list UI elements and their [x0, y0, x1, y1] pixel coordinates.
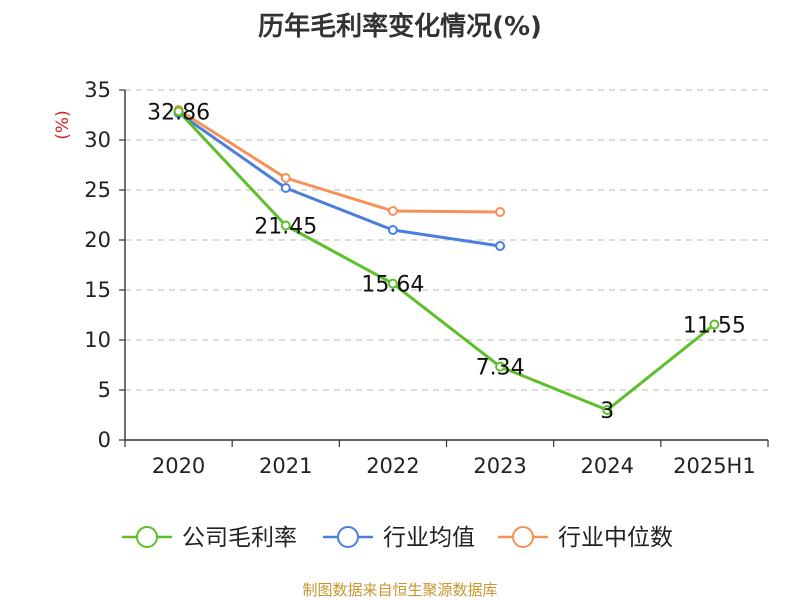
- y-tick-label: 20: [84, 228, 111, 252]
- data-point: [280, 173, 291, 183]
- grid-lines: [125, 89, 768, 391]
- legend-label: 行业均值: [383, 525, 475, 551]
- y-axis-label: (%): [53, 110, 73, 139]
- chart-title: 历年毛利率变化情况(%): [258, 12, 542, 42]
- legend-label: 行业中位数: [558, 525, 673, 551]
- data-label: 3: [600, 399, 614, 424]
- legend: 公司毛利率 行业均值 行业中位数: [122, 525, 673, 551]
- legend-marker: [136, 526, 158, 548]
- x-tick-label: 2023: [473, 454, 526, 478]
- series-line: [177, 110, 716, 412]
- legend-label: 公司毛利率: [182, 525, 297, 551]
- data-point: [495, 207, 506, 217]
- y-tick-label: 0: [98, 428, 111, 452]
- data-point: [495, 241, 506, 251]
- data-point: [280, 183, 291, 193]
- data-point: [387, 225, 398, 235]
- x-tick-label: 2020: [152, 454, 205, 478]
- y-tick-label: 35: [84, 78, 111, 102]
- data-label: 7.34: [476, 356, 525, 381]
- x-tick-label: 2021: [259, 454, 312, 478]
- source-note: 制图数据来自恒生聚源数据库: [302, 581, 498, 599]
- data-point: [280, 220, 291, 231]
- data-label: 21.45: [254, 215, 317, 240]
- y-tick-label: 15: [84, 278, 111, 302]
- data-labels: 32.86 21.45 15.64 7.34 3 11.55: [147, 100, 746, 424]
- data-point: [173, 106, 184, 117]
- y-tick-label: 10: [84, 328, 111, 352]
- x-tick-label: 2022: [366, 454, 419, 478]
- series-lines: [173, 105, 720, 415]
- x-tick-label: 2025H1: [673, 454, 756, 478]
- data-point: [709, 319, 720, 330]
- x-tick-label: 2024: [581, 454, 634, 478]
- y-tick-label: 30: [84, 128, 111, 152]
- legend-marker: [337, 526, 359, 548]
- data-label: 32.86: [147, 100, 210, 125]
- y-tick-label: 25: [84, 178, 111, 202]
- axes: 0 5 10 15 20 25 30 35 2020 2021 2022 2023 2024 2025H1…: [53, 78, 769, 478]
- series-line: [177, 108, 501, 214]
- data-label: 15.64: [361, 273, 424, 298]
- legend-marker: [512, 526, 534, 548]
- data-label: 11.55: [683, 314, 746, 339]
- data-point: [387, 278, 398, 289]
- data-point: [387, 206, 398, 216]
- data-point: [602, 405, 613, 415]
- series-line: [177, 111, 501, 248]
- y-tick-label: 5: [98, 378, 111, 402]
- data-point: [495, 361, 506, 372]
